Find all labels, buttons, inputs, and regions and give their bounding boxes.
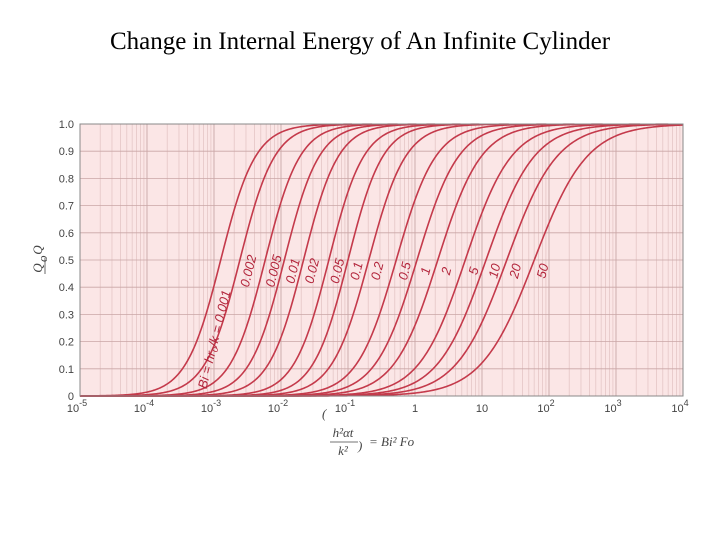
x-label-frac-num: h²αt <box>333 425 354 440</box>
x-tick-label: 10-3 <box>201 398 221 415</box>
y-tick-label: 0.9 <box>59 146 74 158</box>
x-tick-label: 102 <box>537 398 554 415</box>
curve-label: 0.01 <box>282 257 303 285</box>
y-label-sub: o <box>35 255 50 262</box>
x-axis-label: ( h²αt k² ) = Bi² Fo <box>322 406 415 458</box>
curve-label: 0.1 <box>347 260 366 281</box>
y-tick-label: 0.5 <box>59 255 74 267</box>
x-axis-ticks: 10-5 10-4 10-3 10-2 10-1 1 10 102 103 104 <box>67 398 689 415</box>
x-label-rhs: = Bi² Fo <box>369 434 415 449</box>
y-tick-label: 0.2 <box>59 337 74 349</box>
y-tick-label: 0.7 <box>59 201 74 213</box>
slide-title: Change in Internal Energy of An Infinite… <box>109 28 611 55</box>
curve-label: 0.05 <box>327 256 348 285</box>
y-tick-label: 0.4 <box>59 282 74 294</box>
svg-text:): ) <box>357 438 362 453</box>
curve-label: 5 <box>465 265 481 276</box>
curve-label: 0.2 <box>368 260 387 282</box>
y-tick-label: 0.8 <box>59 173 74 185</box>
x-tick-label: 10 <box>476 403 488 415</box>
x-tick-label: 103 <box>604 398 621 415</box>
y-label-numerator: Q <box>30 263 45 273</box>
curve-label: 0.02 <box>301 256 322 285</box>
curve-label: 20 <box>506 261 524 280</box>
svg-text:(: ( <box>322 406 327 421</box>
curve-label: 0.5 <box>395 260 414 282</box>
curve-label: 50 <box>534 261 552 279</box>
y-tick-label: 0.1 <box>59 364 74 376</box>
curve-label: 10 <box>485 261 503 279</box>
y-label-denominator: Q <box>30 245 45 255</box>
y-tick-label: 1.0 <box>59 119 74 131</box>
x-tick-label: 1 <box>412 403 418 415</box>
plot-frame <box>79 123 684 397</box>
x-label-frac-den: k² <box>338 443 349 458</box>
x-tick-label: 10-1 <box>335 398 355 415</box>
x-tick-label: 104 <box>671 398 688 415</box>
x-tick-label: 10-4 <box>134 398 154 415</box>
y-axis-label: Q o Q <box>30 245 50 274</box>
y-tick-label: 0.6 <box>59 228 74 240</box>
y-tick-label: 0.3 <box>59 309 74 321</box>
y-axis-ticks: 0 0.1 0.2 0.3 0.4 0.5 0.6 0.7 0.8 0.9 1.0 <box>59 119 74 403</box>
curve-label: 1 <box>417 266 433 277</box>
x-tick-label: 10-2 <box>268 398 288 415</box>
y-tick-label: 0 <box>68 391 74 403</box>
grid <box>79 124 683 396</box>
